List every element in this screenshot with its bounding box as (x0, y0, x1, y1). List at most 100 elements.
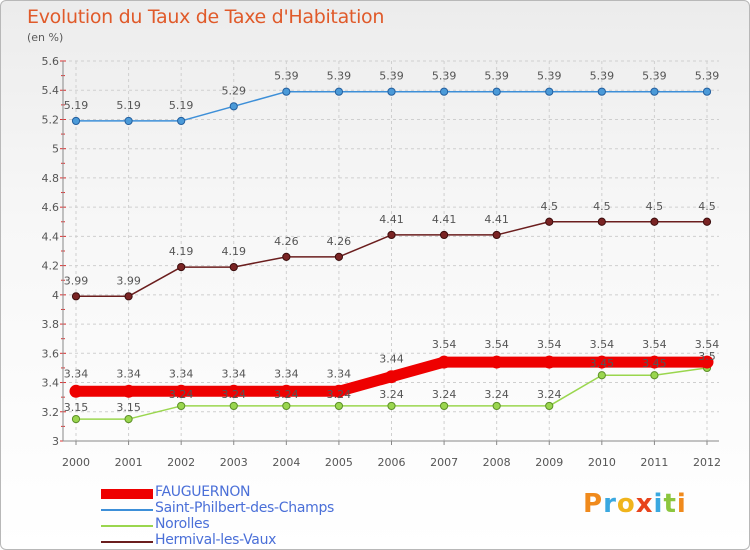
data-label: 4.5 (593, 200, 611, 213)
y-tick-label: 3.4 (42, 377, 60, 390)
legend-swatch (101, 509, 153, 511)
data-label: 3.44 (379, 353, 404, 366)
data-label: 5.39 (642, 70, 667, 83)
data-label: 5.39 (274, 70, 299, 83)
data-label: 3.24 (222, 388, 247, 401)
y-tick-label: 4.2 (42, 260, 60, 273)
data-label: 5.29 (222, 84, 247, 97)
data-point (334, 252, 344, 261)
data-point (227, 384, 241, 398)
axis-layer: 3 3.2 3.4 3.6 3.8 4 4.2 4.4 4.6 4.8 5 5.2 5.4 5.6 2000… (42, 55, 722, 469)
x-tick-label: 2008 (483, 456, 511, 469)
data-label: 4.26 (327, 235, 352, 248)
x-tick-label: 2003 (220, 456, 248, 469)
data-label: 5.39 (432, 70, 457, 83)
logo-letter: i (676, 489, 687, 519)
legend-swatch (101, 525, 153, 527)
data-label: 4.5 (646, 200, 664, 213)
data-label: 3.15 (116, 401, 141, 414)
logo-letter: x (635, 489, 654, 519)
data-label: 3.54 (432, 338, 457, 351)
y-tick-label: 3.2 (42, 406, 60, 419)
data-point (334, 87, 344, 96)
data-label: 3.5 (698, 350, 716, 363)
y-tick-label: 4 (52, 289, 59, 302)
data-label: 3.99 (116, 274, 141, 287)
data-point (334, 401, 344, 411)
legend-label: Hermival-les-Vaux (155, 532, 277, 548)
data-label: 3.34 (64, 367, 89, 380)
data-label: 3.45 (642, 357, 667, 370)
logo-letter: i (653, 489, 664, 519)
data-point (545, 217, 554, 226)
y-tick-label: 4.4 (42, 230, 60, 243)
data-label: 5.39 (695, 70, 720, 83)
data-point (492, 230, 501, 240)
data-label: 3.34 (327, 367, 352, 380)
x-tick-label: 2012 (693, 456, 721, 469)
data-label: 5.39 (590, 70, 615, 83)
data-label: 3.45 (590, 357, 615, 370)
data-label: 3.54 (484, 338, 509, 351)
data-point (229, 102, 238, 111)
data-point (177, 401, 186, 411)
logo-letter: t (663, 489, 677, 519)
x-tick-label: 2000 (62, 456, 90, 469)
data-point (71, 116, 81, 126)
y-tick-label: 5.2 (42, 113, 60, 126)
legend-label: FAUGUERNON (155, 484, 251, 500)
data-point (490, 355, 504, 369)
data-point (650, 217, 659, 226)
data-label: 3.34 (116, 367, 141, 380)
data-point (647, 355, 661, 369)
data-point (174, 384, 188, 398)
data-point (702, 87, 712, 96)
data-label: 4.41 (432, 213, 457, 226)
data-label: 3.34 (169, 367, 194, 380)
data-label: 3.24 (484, 388, 509, 401)
data-point (387, 230, 396, 240)
legend-item: Saint-Philbert-des-Champs (101, 500, 401, 518)
data-label: 4.26 (274, 235, 299, 248)
legend-swatch (101, 541, 153, 543)
data-point (492, 401, 501, 411)
logo-letter: r (603, 489, 617, 519)
data-point (229, 262, 238, 272)
x-tick-label: 2002 (167, 456, 195, 469)
data-point (71, 414, 81, 424)
data-label: 4.41 (484, 213, 509, 226)
data-point (124, 292, 133, 301)
chart-subtitle: (en %) (27, 31, 64, 44)
data-point (332, 384, 346, 398)
legend-label: Saint-Philbert-des-Champs (155, 500, 335, 516)
data-label: 3.54 (695, 338, 720, 351)
data-label: 3.54 (537, 338, 562, 351)
data-point (282, 401, 291, 411)
data-label: 3.34 (222, 367, 247, 380)
legend-label: Norolles (155, 516, 210, 532)
data-point (124, 414, 133, 424)
data-point (597, 371, 606, 380)
y-tick-label: 3.6 (42, 347, 60, 360)
data-label: 3.34 (274, 367, 299, 380)
data-label: 4.19 (169, 245, 194, 258)
data-label: 5.39 (537, 70, 562, 83)
data-point (229, 401, 238, 411)
y-tick-label: 3 (52, 435, 59, 448)
data-point (597, 87, 606, 96)
x-tick-label: 2004 (272, 456, 300, 469)
logo-letter: P (583, 489, 604, 519)
x-tick-label: 2005 (325, 456, 353, 469)
data-point (69, 384, 83, 398)
data-label: 3.54 (590, 338, 615, 351)
legend-item: Norolles (101, 516, 401, 534)
x-tick-label: 2011 (640, 456, 668, 469)
y-tick-label: 5.4 (42, 84, 60, 97)
data-point (385, 370, 398, 384)
y-tick-label: 5 (52, 143, 59, 156)
data-point (439, 87, 449, 96)
legend-item: Hermival-les-Vaux (101, 532, 401, 549)
data-point (700, 355, 714, 369)
data-label: 5.39 (327, 70, 352, 83)
